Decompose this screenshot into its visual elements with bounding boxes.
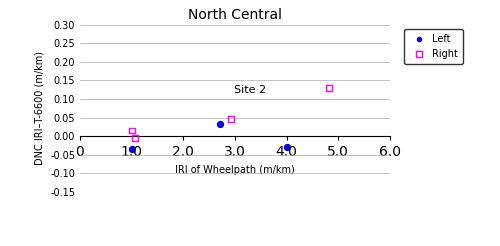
Title: North Central: North Central: [188, 8, 282, 22]
Legend: Left, Right: Left, Right: [404, 30, 463, 64]
Text: Site 2: Site 2: [234, 85, 266, 95]
Left: [128, 147, 136, 151]
Right: [128, 129, 136, 133]
Y-axis label: DNC IRI–T-6600 (m/km): DNC IRI–T-6600 (m/km): [34, 51, 44, 165]
Right: [132, 136, 140, 140]
Right: [227, 117, 235, 121]
X-axis label: IRI of Wheelpath (m/km): IRI of Wheelpath (m/km): [175, 165, 295, 175]
Left: [216, 122, 224, 126]
Left: [282, 145, 290, 149]
Right: [325, 86, 333, 90]
